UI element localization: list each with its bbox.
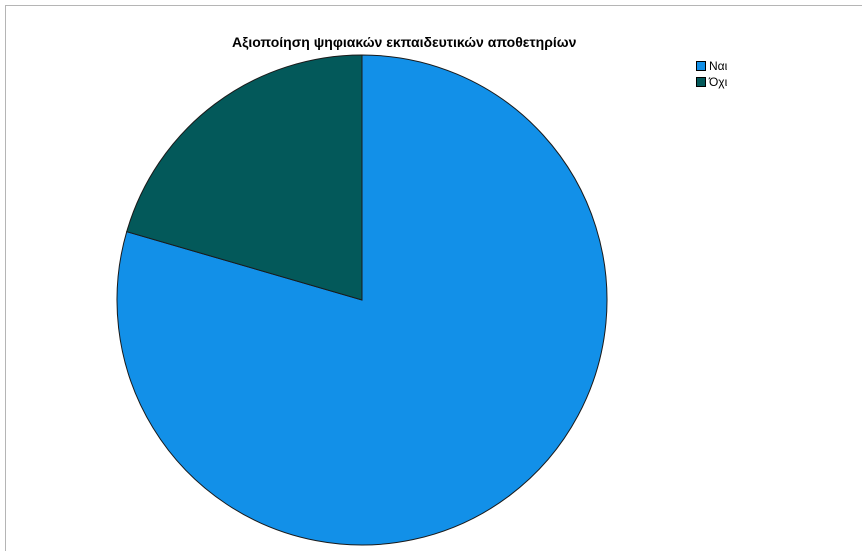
legend-swatch-ochi <box>696 77 706 87</box>
legend-label-nai: Ναι <box>709 59 727 73</box>
legend-swatch-nai <box>696 61 706 71</box>
legend-item-nai: Ναι <box>696 58 727 74</box>
pie-slices <box>117 55 607 545</box>
legend: Ναι Όχι <box>696 58 727 90</box>
legend-label-ochi: Όχι <box>709 75 727 89</box>
legend-item-ochi: Όχι <box>696 74 727 90</box>
